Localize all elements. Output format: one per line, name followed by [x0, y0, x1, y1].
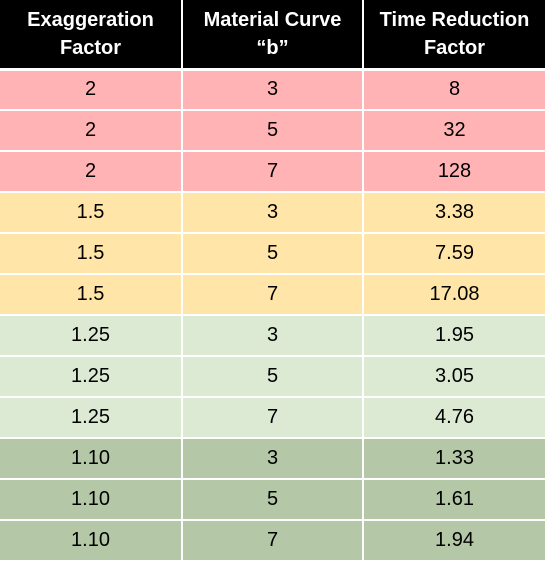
- exaggeration-factor-cell: 1.5: [0, 192, 183, 234]
- exaggeration-factor-cell: 1.10: [0, 520, 183, 562]
- table-row: 1.25 5 3.05: [0, 356, 545, 398]
- material-curve-cell: 3: [182, 438, 364, 480]
- material-curve-cell: 5: [182, 479, 364, 521]
- header-material-curve: Material Curve “b”: [182, 0, 364, 71]
- material-curve-cell: 3: [182, 192, 364, 234]
- header-time-reduction-factor: Time Reduction Factor: [363, 0, 545, 71]
- table-row: 1.5 7 17.08: [0, 274, 545, 316]
- table-row: 1.25 3 1.95: [0, 315, 545, 357]
- time-reduction-cell: 1.61: [363, 479, 545, 521]
- header-exaggeration-factor: Exaggeration Factor: [0, 0, 183, 71]
- exaggeration-factor-cell: 1.10: [0, 438, 183, 480]
- material-curve-cell: 5: [182, 233, 364, 275]
- time-reduction-cell: 128: [363, 151, 545, 193]
- exaggeration-factor-cell: 1.25: [0, 356, 183, 398]
- header-line: Material Curve: [203, 8, 342, 31]
- table-row: 2 5 32: [0, 110, 545, 152]
- material-curve-cell: 7: [182, 274, 364, 316]
- header-line: Exaggeration: [27, 8, 154, 31]
- time-reduction-cell: 3.05: [363, 356, 545, 398]
- exaggeration-factor-cell: 1.25: [0, 315, 183, 357]
- exaggeration-factor-cell: 1.5: [0, 233, 183, 275]
- exaggeration-factor-cell: 2: [0, 110, 183, 152]
- exaggeration-factor-cell: 2: [0, 69, 183, 111]
- exaggeration-factor-cell: 2: [0, 151, 183, 193]
- time-reduction-cell: 32: [363, 110, 545, 152]
- time-reduction-cell: 17.08: [363, 274, 545, 316]
- header-line: Time Reduction: [379, 8, 530, 31]
- material-curve-cell: 3: [182, 315, 364, 357]
- exaggeration-factor-cell: 1.25: [0, 397, 183, 439]
- table-header: Exaggeration Factor Material Curve “b” T…: [0, 0, 545, 71]
- header-line: Factor: [59, 36, 122, 59]
- material-curve-cell: 7: [182, 520, 364, 562]
- material-curve-cell: 3: [182, 69, 364, 111]
- table-row: 1.25 7 4.76: [0, 397, 545, 439]
- material-curve-cell: 5: [182, 110, 364, 152]
- exaggeration-factor-cell: 1.5: [0, 274, 183, 316]
- time-reduction-cell: 3.38: [363, 192, 545, 234]
- header-line: Factor: [423, 36, 486, 59]
- exaggeration-factor-cell: 1.10: [0, 479, 183, 521]
- table-row: 1.5 3 3.38: [0, 192, 545, 234]
- time-reduction-cell: 1.95: [363, 315, 545, 357]
- table-row: 1.10 3 1.33: [0, 438, 545, 480]
- time-reduction-cell: 8: [363, 69, 545, 111]
- table-row: 1.10 5 1.61: [0, 479, 545, 521]
- header-line: “b”: [256, 36, 289, 59]
- table-row: 2 7 128: [0, 151, 545, 193]
- time-reduction-cell: 1.94: [363, 520, 545, 562]
- time-reduction-cell: 1.33: [363, 438, 545, 480]
- material-curve-cell: 7: [182, 151, 364, 193]
- table-row: 1.5 5 7.59: [0, 233, 545, 275]
- header-row: Exaggeration Factor Material Curve “b” T…: [0, 0, 545, 71]
- material-curve-cell: 5: [182, 356, 364, 398]
- table-row: 1.10 7 1.94: [0, 520, 545, 562]
- table-body: 2 3 8 2 5 32 2 7 128 1.5 3 3.38 1.5 5 7.59 1.5 7 17.08 1.2…: [0, 69, 545, 562]
- time-reduction-cell: 7.59: [363, 233, 545, 275]
- material-curve-cell: 7: [182, 397, 364, 439]
- time-reduction-cell: 4.76: [363, 397, 545, 439]
